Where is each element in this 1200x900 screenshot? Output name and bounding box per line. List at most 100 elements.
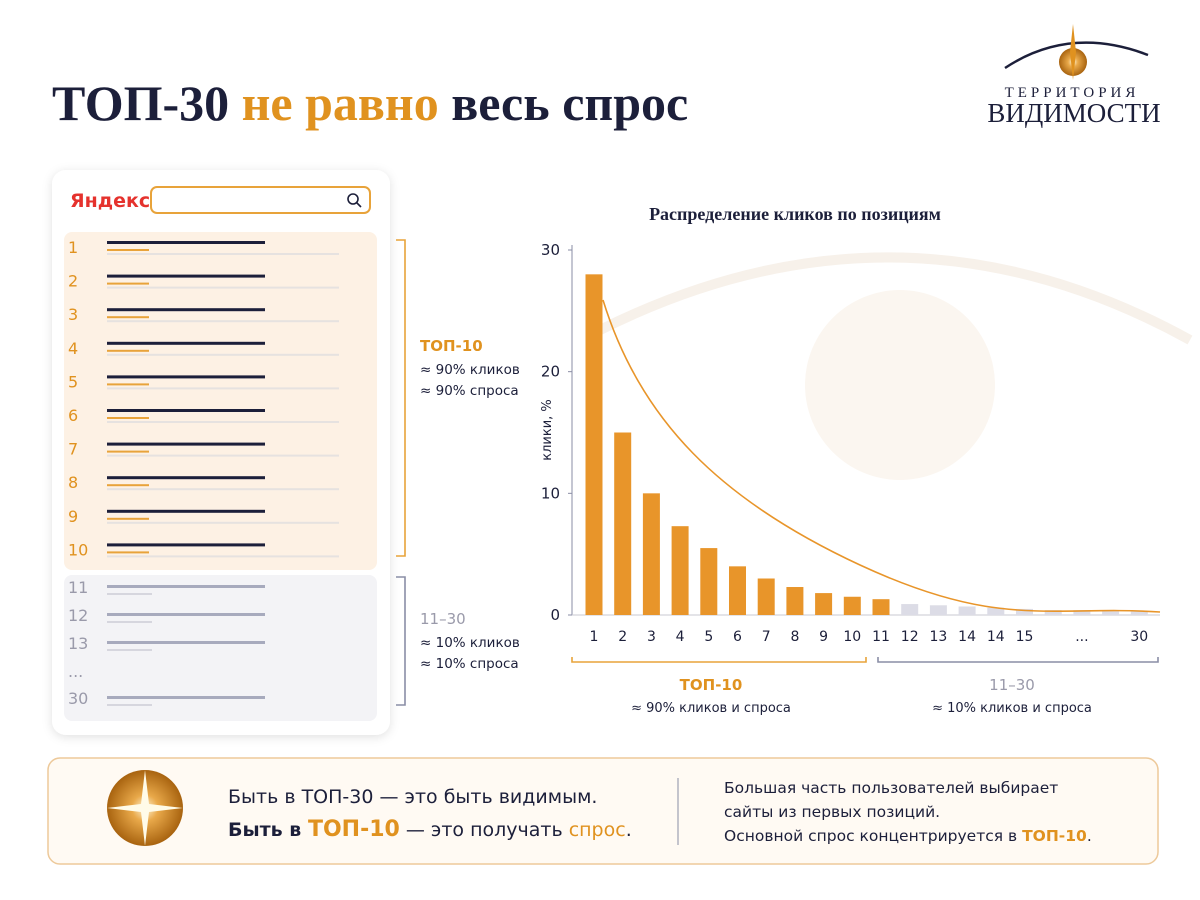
footer-text: Быть в ТОП-30 — это быть видимым. — [228, 786, 597, 808]
group-note: ≈ 90% спроса — [420, 383, 519, 399]
chart-title: Распределение кликов по позициям — [649, 204, 941, 224]
y-tick-label: 20 — [541, 363, 560, 381]
result-snippet — [107, 286, 339, 289]
position-number: 3 — [68, 305, 78, 324]
bar — [1016, 608, 1033, 615]
group-label: 11–30 — [989, 676, 1035, 694]
x-tick-label: 15 — [1016, 629, 1034, 645]
footer-text: сайты из первых позиций. — [724, 803, 940, 821]
result-url — [107, 484, 149, 487]
bracket — [396, 239, 406, 557]
search-icon — [347, 193, 359, 205]
footer-text: Основной спрос концентрируется в ТОП-10. — [724, 827, 1092, 845]
result-title — [107, 274, 265, 278]
bar — [1073, 610, 1091, 615]
bracket — [877, 657, 1159, 663]
position-number: 30 — [68, 689, 88, 708]
position-number: 9 — [68, 507, 78, 526]
rest-block — [64, 575, 377, 721]
result-snippet — [107, 253, 339, 255]
x-tick-label: 3 — [647, 629, 656, 645]
bracket — [396, 576, 406, 706]
result-snippet — [107, 387, 339, 390]
x-tick-label: 11 — [872, 629, 890, 645]
group-note: ≈ 10% кликов и спроса — [932, 701, 1092, 716]
footer-text: Большая часть пользователей выбирает — [724, 779, 1058, 797]
x-tick-label: 9 — [819, 629, 828, 645]
bar — [585, 274, 603, 615]
result-title — [107, 375, 265, 379]
logo-text: ТЕРРИТОРИЯ — [1005, 85, 1140, 101]
result-snippet — [107, 454, 339, 457]
group-note: ≈ 90% кликов — [420, 362, 520, 378]
result-snippet — [107, 320, 339, 323]
bar — [1102, 611, 1120, 615]
decor — [597, 252, 1193, 345]
group-label: 11–30 — [420, 610, 466, 628]
y-tick-label: 10 — [541, 484, 560, 502]
group-note: ≈ 10% кликов — [420, 635, 520, 651]
bar — [929, 605, 947, 615]
y-axis-label: клики, % — [540, 399, 555, 461]
y-tick-label: 30 — [541, 241, 560, 259]
result-url — [107, 249, 149, 251]
x-tick-label: 14 — [958, 629, 976, 645]
position-number: 1 — [68, 238, 78, 257]
result-title — [107, 409, 265, 412]
group-note: ≈ 10% спроса — [420, 656, 519, 672]
position-number: 4 — [68, 339, 78, 358]
result-url — [107, 517, 149, 520]
group-note: ≈ 90% кликов и спроса — [631, 701, 791, 716]
y-tick-label: 0 — [550, 606, 560, 624]
decor — [805, 290, 995, 480]
position-number: 7 — [68, 440, 78, 459]
bar — [958, 606, 976, 615]
position-number: 12 — [68, 606, 88, 625]
bar — [757, 578, 775, 615]
yandex-logo: Яндекс — [70, 190, 150, 212]
search-box — [150, 186, 371, 214]
bar — [700, 548, 718, 615]
bar — [1044, 610, 1062, 615]
result-title — [107, 341, 265, 345]
bar — [614, 432, 632, 615]
result-snippet — [107, 621, 152, 623]
bar — [843, 596, 861, 615]
bar — [729, 566, 746, 615]
result-title — [107, 585, 265, 588]
footer-box — [47, 757, 1159, 865]
result-snippet — [107, 593, 152, 595]
x-tick-label: 12 — [901, 629, 919, 645]
bar — [901, 604, 919, 615]
result-title — [107, 696, 265, 699]
bar — [786, 587, 804, 615]
x-tick-label: ... — [1075, 629, 1088, 645]
result-snippet — [107, 521, 339, 524]
result-title — [107, 241, 265, 244]
x-tick-label: 10 — [843, 629, 861, 645]
result-url — [107, 383, 149, 386]
x-tick-label: 7 — [762, 629, 771, 645]
result-title — [107, 641, 265, 644]
bar — [1130, 611, 1148, 615]
footer-text: Быть в ТОП-10 — это получать спрос. — [228, 817, 632, 842]
position-number: ... — [68, 662, 83, 681]
position-number: 11 — [68, 578, 88, 597]
result-title — [107, 308, 265, 312]
result-url — [107, 450, 149, 453]
bar — [872, 599, 890, 615]
bar — [987, 607, 1005, 615]
x-tick-label: 1 — [590, 629, 599, 645]
result-snippet — [107, 555, 339, 558]
result-url — [107, 417, 149, 419]
bracket — [571, 657, 867, 663]
result-title — [107, 476, 265, 480]
result-url — [107, 282, 149, 285]
result-snippet — [107, 421, 339, 423]
x-tick-label: 8 — [790, 629, 799, 645]
group-label: ТОП-10 — [680, 676, 743, 694]
result-url — [107, 316, 149, 319]
x-tick-label: 13 — [929, 629, 947, 645]
result-title — [107, 442, 265, 446]
logo-text: ВИДИМОСТИ — [987, 98, 1160, 128]
